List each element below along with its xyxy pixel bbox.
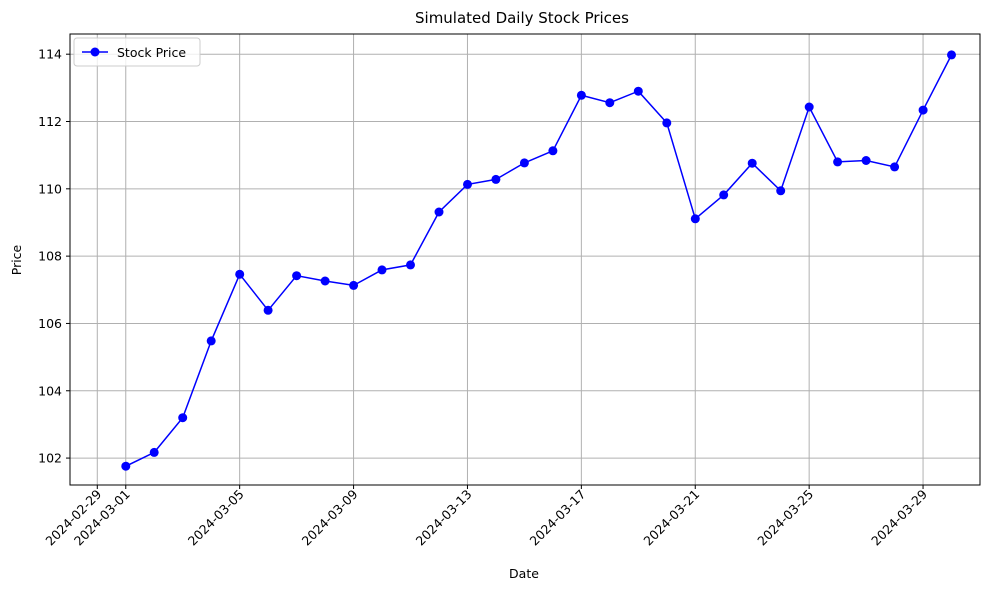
data-point: [719, 190, 729, 200]
data-point: [206, 336, 216, 346]
y-tick-label: 104: [38, 383, 62, 398]
x-tick-label: 2024-03-17: [526, 487, 588, 549]
legend-box: [73, 37, 201, 67]
data-point: [776, 186, 786, 196]
y-tick-label: 108: [38, 249, 62, 264]
data-point: [548, 146, 558, 156]
x-tick-label: 2024-03-21: [640, 487, 702, 549]
data-point: [605, 98, 615, 108]
y-tick-label: 114: [38, 47, 62, 62]
y-axis-label: Price: [9, 244, 24, 275]
legend: Stock Price: [73, 37, 201, 67]
data-point: [121, 461, 131, 471]
data-point: [833, 157, 843, 167]
data-point: [263, 305, 273, 315]
plot-frame: [69, 33, 981, 486]
y-tick-label: 110: [38, 181, 62, 196]
data-point: [178, 413, 188, 423]
y-tick-label: 112: [38, 114, 62, 129]
data-point: [519, 158, 529, 168]
x-axis-label: Date: [509, 566, 539, 581]
grid-lines: [70, 34, 980, 485]
data-point: [861, 156, 871, 165]
data-point: [633, 86, 643, 96]
data-point: [434, 207, 444, 217]
data-point: [292, 271, 302, 281]
data-point: [804, 102, 814, 112]
y-tick-label: 102: [38, 451, 62, 466]
x-tick-label: 2024-03-29: [868, 486, 930, 548]
data-point: [747, 158, 757, 168]
series-line: [125, 54, 953, 467]
data-point: [690, 214, 700, 224]
legend-label-stock-price: Stock Price: [117, 45, 186, 60]
data-point: [491, 174, 501, 184]
data-point: [576, 90, 586, 100]
data-point: [406, 260, 415, 270]
data-point: [918, 105, 928, 115]
x-tick-label: 2024-03-05: [185, 487, 247, 549]
series-stock-price: [121, 50, 956, 471]
x-tick-label: 2024-03-13: [413, 487, 475, 549]
x-tick-label: 2024-03-09: [299, 486, 361, 548]
y-axis: 102 104 106 108 110 112 114: [38, 47, 70, 466]
legend-marker-swatch: [90, 47, 100, 57]
data-point: [890, 162, 900, 172]
data-point: [377, 265, 387, 275]
x-tick-label: 2024-03-25: [754, 487, 816, 549]
data-point: [149, 447, 159, 457]
chart-title: Simulated Daily Stock Prices: [415, 9, 629, 27]
y-tick-label: 106: [38, 316, 62, 331]
data-point: [947, 50, 956, 60]
data-point: [463, 179, 472, 189]
data-point: [349, 280, 359, 290]
data-point: [235, 269, 245, 279]
data-point: [662, 118, 672, 128]
data-point: [320, 276, 330, 286]
